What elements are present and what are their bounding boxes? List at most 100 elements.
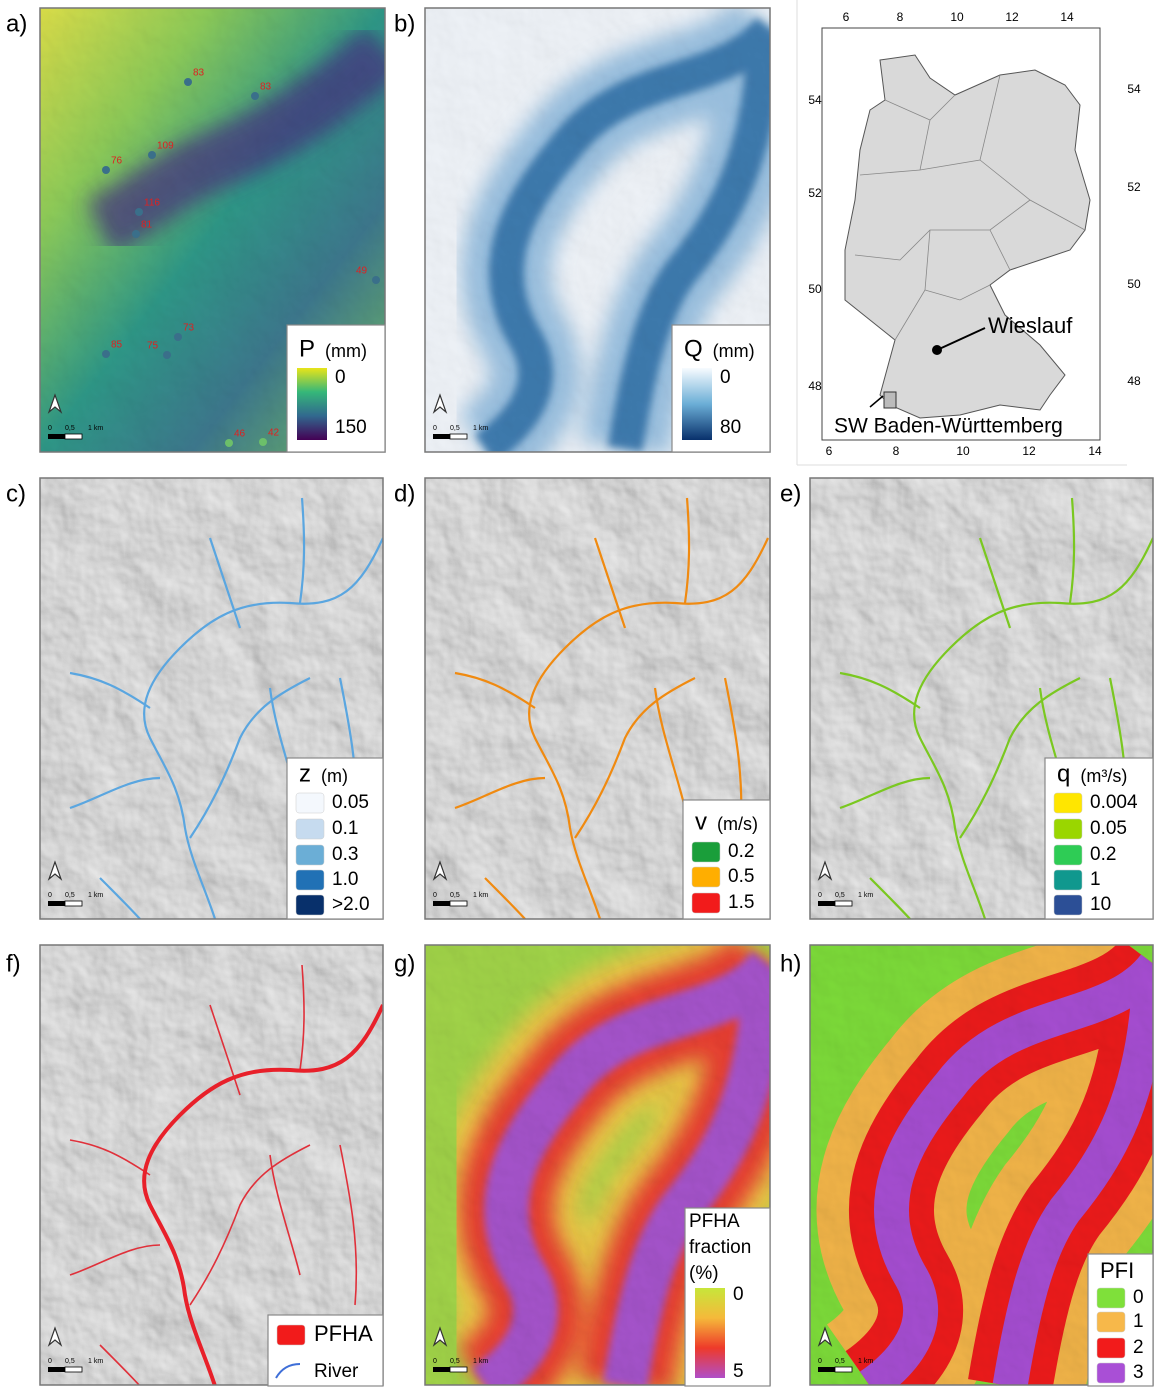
scale-bar bbox=[64, 1366, 83, 1373]
legend-label: 1.0 bbox=[332, 869, 358, 890]
station bbox=[102, 166, 110, 174]
tick-label: 14 bbox=[1060, 10, 1074, 24]
legend-label: 80 bbox=[720, 417, 741, 438]
legend-colorbar bbox=[297, 368, 327, 440]
station bbox=[251, 92, 259, 100]
legend-label: PFHA bbox=[314, 1321, 373, 1346]
station bbox=[102, 350, 110, 358]
legend-swatch bbox=[1096, 1337, 1126, 1359]
wieslauf-leader bbox=[936, 327, 986, 351]
scale-label: 0,5 bbox=[65, 1358, 75, 1365]
scale-bar bbox=[834, 900, 853, 907]
scale-bar bbox=[818, 1367, 835, 1372]
legend-title: P bbox=[299, 335, 315, 362]
station bbox=[184, 78, 192, 86]
panel-label: h) bbox=[780, 950, 801, 977]
hillshade bbox=[40, 945, 383, 1385]
panel-frame bbox=[809, 477, 1154, 920]
tick-label: 8 bbox=[897, 10, 904, 24]
legend-label: 0.05 bbox=[332, 792, 369, 813]
station bbox=[259, 438, 267, 446]
legend-label: 0.1 bbox=[332, 818, 358, 839]
tick-label: 52 bbox=[1127, 180, 1141, 194]
legend-colorbar bbox=[682, 368, 712, 440]
scale-label: 0 bbox=[433, 892, 437, 899]
germany bbox=[844, 54, 1091, 419]
legend-label: 0.3 bbox=[332, 844, 358, 865]
legend-label: 10 bbox=[1090, 894, 1111, 915]
legend-swatch bbox=[691, 841, 721, 863]
tick-label: 52 bbox=[808, 186, 822, 200]
map-layer bbox=[69, 964, 383, 1385]
tick-label: 8 bbox=[893, 444, 900, 458]
scale-label: 0,5 bbox=[65, 425, 75, 432]
sw-box bbox=[883, 391, 897, 409]
map bbox=[810, 945, 1153, 1385]
legend-swatch bbox=[295, 792, 325, 814]
legend-title: Q bbox=[684, 335, 703, 362]
scale-label: 1 km bbox=[858, 1358, 873, 1365]
panel-frame bbox=[424, 7, 771, 453]
legend-swatch bbox=[1096, 1311, 1126, 1333]
panel-frame bbox=[424, 477, 771, 920]
legend-unit: (m/s) bbox=[717, 814, 758, 834]
panel-label: c) bbox=[6, 480, 26, 507]
scale-bar bbox=[449, 1366, 468, 1373]
legend-label: 150 bbox=[335, 417, 367, 438]
north-arrow bbox=[47, 393, 63, 414]
inset-label: Wieslauf bbox=[988, 313, 1073, 338]
legend-title: (%) bbox=[689, 1263, 719, 1284]
station-label: 85 bbox=[111, 340, 123, 351]
scale-bar bbox=[64, 900, 83, 907]
station bbox=[135, 208, 143, 216]
tick-label: 54 bbox=[1127, 82, 1141, 96]
legend-swatch bbox=[295, 869, 325, 891]
legend-label: 0 bbox=[335, 367, 346, 388]
station-label: 116 bbox=[144, 198, 160, 209]
scale-bar bbox=[48, 901, 65, 906]
legend-label: 3 bbox=[1133, 1362, 1144, 1383]
pfha-area bbox=[142, 1004, 383, 1385]
inset-label: SW Baden-Württemberg bbox=[834, 415, 1063, 438]
tick-label: 50 bbox=[808, 282, 822, 296]
panel: f) 0 0,5 1 km PFHA River bbox=[6, 944, 384, 1387]
station bbox=[148, 151, 156, 159]
scale-label: 1 km bbox=[858, 892, 873, 899]
map bbox=[40, 8, 385, 452]
legend-swatch bbox=[276, 1324, 306, 1346]
scale-bar bbox=[433, 434, 450, 439]
legend-swatch bbox=[295, 894, 325, 916]
tick-label: 12 bbox=[1005, 10, 1019, 24]
station-label: 46 bbox=[234, 429, 246, 440]
scale-label: 0,5 bbox=[450, 1358, 460, 1365]
panel-label: g) bbox=[394, 950, 415, 977]
station bbox=[132, 230, 140, 238]
scale-label: 0 bbox=[433, 425, 437, 432]
north-arrow bbox=[432, 393, 448, 414]
scale-bar bbox=[433, 901, 450, 906]
station-label: 42 bbox=[268, 428, 280, 439]
legend-swatch bbox=[1096, 1287, 1126, 1309]
scale-label: 0,5 bbox=[450, 892, 460, 899]
panel: a) 0 0,5 1 km 83 83 109 76 116 81 49 73 85 75 46 42 P (mm… bbox=[6, 7, 386, 453]
scale-label: 0 bbox=[818, 892, 822, 899]
scale-label: 0 bbox=[48, 425, 52, 432]
station-label: 73 bbox=[183, 323, 195, 334]
scale-label: 1 km bbox=[473, 892, 488, 899]
legend-title: fraction bbox=[689, 1237, 751, 1258]
legend-label: 0 bbox=[1133, 1287, 1144, 1308]
legend-swatch bbox=[1053, 844, 1083, 866]
legend-swatch bbox=[1053, 894, 1083, 916]
panel-label: d) bbox=[394, 480, 415, 507]
panel: b) 0 0,5 1 km Q (mm) 0 80 bbox=[394, 7, 771, 453]
legend-swatch bbox=[691, 866, 721, 888]
inset-map: Wieslauf SW Baden-Württemberg 6 8 10 12 14 6 8… bbox=[796, 0, 1141, 466]
scale-bar bbox=[818, 901, 835, 906]
legend-label: 0.05 bbox=[1090, 818, 1127, 839]
station bbox=[372, 276, 380, 284]
legend-title: z bbox=[299, 760, 311, 787]
legend-label: 1.5 bbox=[728, 892, 754, 913]
